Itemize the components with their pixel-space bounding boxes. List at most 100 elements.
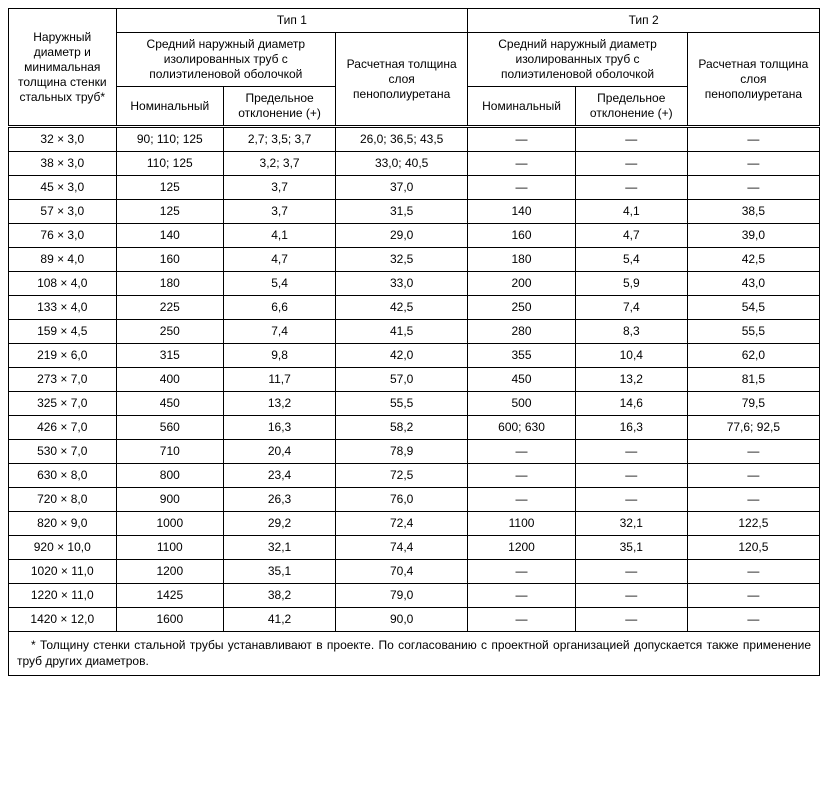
cell: 160 xyxy=(116,248,224,272)
cell: 1200 xyxy=(468,536,576,560)
cell: 42,0 xyxy=(336,344,468,368)
cell: 125 xyxy=(116,200,224,224)
cell: — xyxy=(687,584,819,608)
cell: 89 × 4,0 xyxy=(9,248,117,272)
cell: 57 × 3,0 xyxy=(9,200,117,224)
cell: 140 xyxy=(116,224,224,248)
cell: 20,4 xyxy=(224,440,336,464)
cell: — xyxy=(468,488,576,512)
cell: 1000 xyxy=(116,512,224,536)
cell: 13,2 xyxy=(224,392,336,416)
cell: 79,5 xyxy=(687,392,819,416)
cell: 110; 125 xyxy=(116,152,224,176)
cell: 720 × 8,0 xyxy=(9,488,117,512)
cell: 3,2; 3,7 xyxy=(224,152,336,176)
cell: 55,5 xyxy=(336,392,468,416)
cell: 6,6 xyxy=(224,296,336,320)
cell: 450 xyxy=(468,368,576,392)
cell: 3,7 xyxy=(224,200,336,224)
cell: 42,5 xyxy=(336,296,468,320)
table-row: 159 × 4,52507,441,52808,355,5 xyxy=(9,320,820,344)
table-row: 133 × 4,02256,642,52507,454,5 xyxy=(9,296,820,320)
cell: 7,4 xyxy=(575,296,687,320)
cell: 10,4 xyxy=(575,344,687,368)
cell: 325 × 7,0 xyxy=(9,392,117,416)
cell: 1220 × 11,0 xyxy=(9,584,117,608)
table-row: 76 × 3,01404,129,01604,739,0 xyxy=(9,224,820,248)
cell: 4,1 xyxy=(224,224,336,248)
cell: — xyxy=(575,584,687,608)
cell: 280 xyxy=(468,320,576,344)
table-row: 630 × 8,080023,472,5——— xyxy=(9,464,820,488)
cell: — xyxy=(575,127,687,152)
cell: 225 xyxy=(116,296,224,320)
cell: 273 × 7,0 xyxy=(9,368,117,392)
cell: 9,8 xyxy=(224,344,336,368)
table-row: 1020 × 11,0120035,170,4——— xyxy=(9,560,820,584)
cell: 133 × 4,0 xyxy=(9,296,117,320)
cell: 57,0 xyxy=(336,368,468,392)
cell: 23,4 xyxy=(224,464,336,488)
cell: 32 × 3,0 xyxy=(9,127,117,152)
cell: 400 xyxy=(116,368,224,392)
cell: 180 xyxy=(116,272,224,296)
table-row: 108 × 4,01805,433,02005,943,0 xyxy=(9,272,820,296)
footnote: * Толщину стенки стальной трубы устанавл… xyxy=(9,632,820,676)
cell: 90,0 xyxy=(336,608,468,632)
cell: 180 xyxy=(468,248,576,272)
cell: 4,7 xyxy=(224,248,336,272)
cell: 200 xyxy=(468,272,576,296)
cell: — xyxy=(468,176,576,200)
cell: 72,4 xyxy=(336,512,468,536)
cell: 3,7 xyxy=(224,176,336,200)
cell: 1100 xyxy=(116,536,224,560)
cell: — xyxy=(468,127,576,152)
cell: 1100 xyxy=(468,512,576,536)
cell: — xyxy=(468,440,576,464)
header-deviation1: Предельное отклонение (+) xyxy=(224,87,336,127)
table-row: 38 × 3,0110; 1253,2; 3,733,0; 40,5——— xyxy=(9,152,820,176)
cell: 32,1 xyxy=(575,512,687,536)
cell: — xyxy=(468,464,576,488)
pipe-dimensions-table: Наружный диаметр и минимальная толщина с… xyxy=(8,8,820,676)
cell: 35,1 xyxy=(575,536,687,560)
cell: 41,2 xyxy=(224,608,336,632)
cell: — xyxy=(687,440,819,464)
cell: 26,3 xyxy=(224,488,336,512)
header-group1: Средний наружный диаметр изолированных т… xyxy=(116,33,336,87)
cell: — xyxy=(575,560,687,584)
header-row-label: Наружный диаметр и минимальная толщина с… xyxy=(9,9,117,127)
cell: 81,5 xyxy=(687,368,819,392)
cell: — xyxy=(575,608,687,632)
cell: 355 xyxy=(468,344,576,368)
header-nominal2: Номинальный xyxy=(468,87,576,127)
cell: 125 xyxy=(116,176,224,200)
cell: 16,3 xyxy=(575,416,687,440)
cell: 5,4 xyxy=(575,248,687,272)
cell: 120,5 xyxy=(687,536,819,560)
table-header: Наружный диаметр и минимальная толщина с… xyxy=(9,9,820,127)
cell: 250 xyxy=(468,296,576,320)
table-row: 1220 × 11,0142538,279,0——— xyxy=(9,584,820,608)
cell: 8,3 xyxy=(575,320,687,344)
cell: 800 xyxy=(116,464,224,488)
cell: 38,5 xyxy=(687,200,819,224)
cell: 219 × 6,0 xyxy=(9,344,117,368)
cell: 900 xyxy=(116,488,224,512)
cell: 16,3 xyxy=(224,416,336,440)
cell: — xyxy=(687,560,819,584)
cell: — xyxy=(575,488,687,512)
cell: 1600 xyxy=(116,608,224,632)
cell: 78,9 xyxy=(336,440,468,464)
cell: — xyxy=(575,152,687,176)
table-row: 45 × 3,01253,737,0——— xyxy=(9,176,820,200)
cell: 530 × 7,0 xyxy=(9,440,117,464)
cell: 29,0 xyxy=(336,224,468,248)
header-thickness1: Расчетная толщина слоя пенополиуретана xyxy=(336,33,468,127)
cell: 79,0 xyxy=(336,584,468,608)
cell: 11,7 xyxy=(224,368,336,392)
cell: 7,4 xyxy=(224,320,336,344)
cell: — xyxy=(575,464,687,488)
cell: 33,0 xyxy=(336,272,468,296)
cell: 450 xyxy=(116,392,224,416)
